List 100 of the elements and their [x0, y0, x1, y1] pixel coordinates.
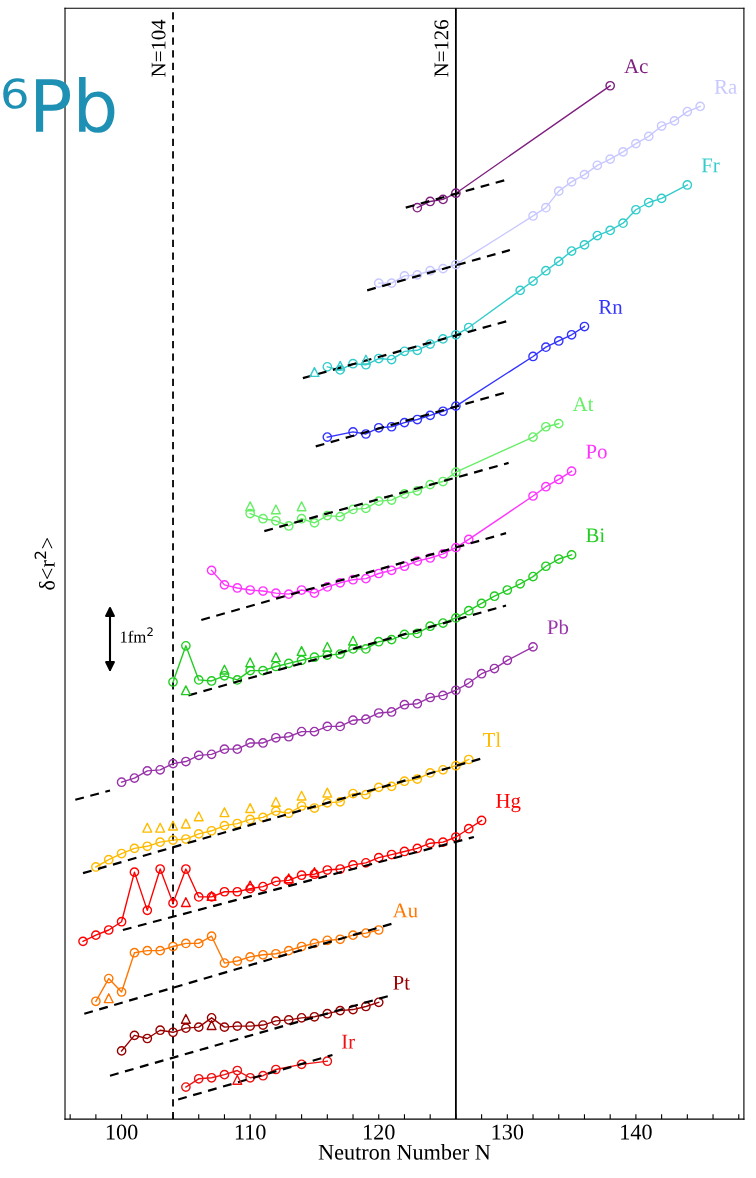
point	[258, 513, 268, 524]
point	[322, 650, 333, 660]
point	[91, 930, 101, 941]
point	[232, 1074, 243, 1085]
point	[373, 636, 384, 647]
point	[206, 825, 217, 836]
point	[206, 1072, 217, 1083]
point	[566, 176, 577, 187]
point	[373, 852, 384, 863]
point	[206, 565, 217, 576]
point	[361, 928, 371, 938]
point	[245, 952, 256, 962]
point	[116, 1046, 127, 1056]
point	[335, 360, 346, 371]
series-label: Rn	[598, 300, 623, 314]
point	[296, 585, 307, 595]
point	[116, 916, 127, 927]
point	[219, 1022, 230, 1032]
point	[399, 629, 410, 640]
series-label: Bi	[586, 528, 605, 543]
point	[142, 765, 153, 776]
point	[528, 211, 538, 221]
point	[373, 568, 384, 579]
point	[348, 930, 358, 941]
point	[373, 496, 384, 507]
point	[271, 1064, 281, 1075]
point	[669, 116, 680, 126]
point	[335, 511, 346, 522]
point	[103, 993, 114, 1004]
point	[271, 732, 281, 743]
point	[296, 1012, 307, 1023]
point	[451, 467, 461, 478]
point	[155, 837, 166, 848]
point	[412, 628, 423, 639]
point	[451, 613, 461, 623]
point	[206, 931, 217, 942]
point	[579, 240, 590, 250]
x-tick-label: 110	[235, 1124, 266, 1140]
point	[142, 822, 153, 833]
point	[322, 361, 333, 372]
point	[232, 1021, 243, 1031]
point	[656, 121, 667, 131]
point	[528, 571, 538, 582]
point	[399, 561, 410, 572]
point	[438, 334, 448, 344]
point	[386, 354, 397, 365]
point	[412, 485, 423, 496]
point	[348, 427, 358, 437]
point	[386, 278, 397, 288]
point	[579, 169, 590, 180]
point	[206, 1012, 217, 1023]
point	[296, 645, 307, 657]
point	[425, 553, 436, 563]
point	[592, 230, 603, 241]
point	[451, 329, 461, 340]
point	[528, 276, 538, 286]
point	[335, 796, 346, 807]
x-tick-label: 120	[364, 1124, 395, 1140]
point	[425, 768, 436, 778]
point	[296, 801, 307, 811]
point	[361, 857, 371, 868]
point	[142, 905, 153, 916]
point	[245, 1021, 256, 1031]
point	[528, 491, 538, 501]
point	[271, 948, 281, 959]
point	[451, 542, 461, 553]
point	[155, 1025, 166, 1036]
point	[553, 554, 564, 564]
series-label: Po	[586, 444, 607, 459]
point	[103, 854, 114, 865]
point	[399, 346, 410, 357]
point	[271, 876, 281, 887]
point	[206, 676, 217, 686]
point	[438, 764, 448, 775]
point	[168, 835, 178, 845]
point	[399, 417, 410, 428]
point	[296, 513, 307, 524]
point	[322, 798, 333, 808]
point	[528, 432, 538, 442]
point	[322, 787, 333, 798]
point	[283, 1015, 294, 1025]
point	[425, 410, 436, 421]
point	[180, 818, 191, 829]
point	[309, 588, 320, 598]
point	[605, 225, 616, 236]
point	[553, 474, 564, 485]
point	[245, 814, 256, 825]
point	[322, 865, 333, 875]
point	[129, 947, 140, 958]
series-label: Pt	[393, 975, 410, 990]
point	[283, 945, 294, 956]
point	[643, 197, 654, 208]
point	[463, 823, 474, 834]
point	[348, 788, 358, 799]
point	[180, 897, 191, 908]
point	[270, 504, 281, 515]
point	[399, 776, 410, 787]
point	[425, 838, 436, 849]
point	[322, 1056, 333, 1067]
point	[695, 101, 706, 112]
